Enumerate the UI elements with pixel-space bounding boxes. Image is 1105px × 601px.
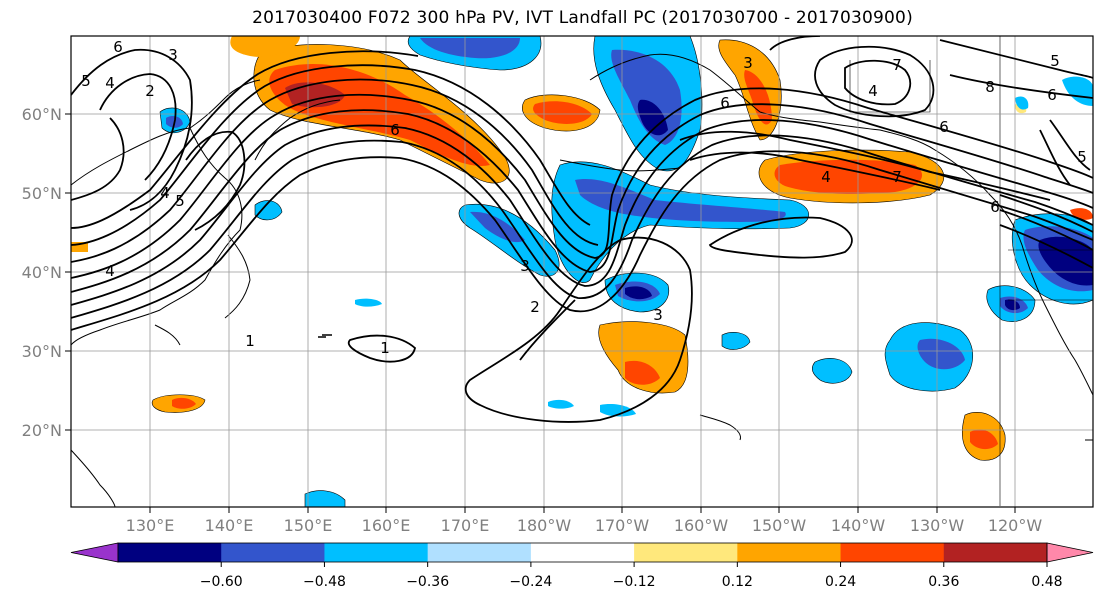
contour-label: 5 — [175, 192, 185, 210]
lon-label: 160°W — [674, 516, 729, 535]
contour-label: 3 — [653, 306, 663, 324]
colorbar-segment — [840, 543, 945, 562]
contour-label: 4 — [160, 184, 170, 202]
lon-label: 140°E — [205, 516, 254, 535]
contour-label: 4 — [868, 82, 878, 100]
colorbar-tick-label: 0.48 — [1031, 574, 1062, 590]
contour-label: 3 — [520, 257, 530, 275]
contour-label: 1 — [380, 339, 390, 357]
colorbar-tick-label: −0.48 — [303, 574, 346, 590]
contour-label: 8 — [985, 78, 995, 96]
colorbar-tick-label: 0.12 — [722, 574, 753, 590]
colorbar — [70, 542, 1094, 563]
colorbar-segment — [118, 543, 222, 562]
latitude-label-group: 20°N 30°N 40°N 50°N 60°N — [22, 105, 71, 440]
contour-label: 7 — [892, 168, 902, 186]
colorbar-tick-label: −0.36 — [406, 574, 449, 590]
contour-label: 4 — [105, 262, 115, 280]
lon-label: 160°E — [362, 516, 411, 535]
contour-label: 2 — [530, 298, 540, 316]
colorbar-extend-left — [70, 542, 119, 563]
lon-label: 150°E — [284, 516, 333, 535]
colorbar-tick-label: −0.12 — [613, 574, 656, 590]
ivt-contours — [71, 36, 1093, 423]
colorbar-segment — [634, 543, 738, 562]
contour-label: 6 — [113, 38, 123, 56]
contour-label: 4 — [105, 74, 115, 92]
lat-label: 40°N — [22, 263, 62, 282]
lon-label: 150°W — [752, 516, 807, 535]
colorbar-tick-label: −0.24 — [509, 574, 552, 590]
contour-label: 4 — [821, 168, 831, 186]
contour-label: 7 — [892, 56, 902, 74]
colorbar-segment — [530, 543, 635, 562]
colorbar-tick-labels: −0.60 −0.48 −0.36 −0.24 −0.12 0.12 0.24 0.36 0.4… — [200, 562, 1063, 590]
colorbar-segment — [427, 543, 532, 562]
colorbar-extend-right — [1046, 542, 1094, 563]
contour-label: 6 — [939, 118, 949, 136]
contour-label: 2 — [145, 82, 155, 100]
contour-label: 5 — [1077, 148, 1087, 166]
lon-label: 130°E — [126, 516, 175, 535]
colorbar-tick-label: 0.36 — [928, 574, 959, 590]
colorbar-segment — [324, 543, 429, 562]
colorbar-outline — [117, 542, 1048, 563]
contour-label: 6 — [990, 198, 1000, 216]
lat-label: 30°N — [22, 342, 62, 361]
contour-label: 6 — [390, 121, 400, 139]
contour-label: 3 — [743, 54, 753, 72]
contour-label: 3 — [168, 46, 178, 64]
gridlines — [71, 36, 1093, 507]
colorbar-tick-label: −0.60 — [200, 574, 243, 590]
lon-label: 170°E — [441, 516, 490, 535]
contour-label: 1 — [245, 332, 255, 350]
contour-label: 5 — [81, 72, 91, 90]
lat-label: 50°N — [22, 184, 62, 203]
colorbar-segment — [943, 543, 1048, 562]
contour-label: 6 — [1047, 86, 1057, 104]
lon-label: 130°W — [910, 516, 965, 535]
longitude-label-group: 130°E 140°E 150°E 160°E 170°E 180°W 170°W 160°W… — [126, 507, 1043, 535]
colorbar-segment — [221, 543, 325, 562]
lon-label: 120°W — [988, 516, 1043, 535]
lon-label: 140°W — [831, 516, 886, 535]
lon-label: 170°W — [595, 516, 650, 535]
lon-label: 180°W — [517, 516, 572, 535]
colorbar-segment — [737, 543, 842, 562]
map-title: 2017030400 F072 300 hPa PV, IVT Landfall… — [252, 8, 913, 28]
contour-label: 5 — [1050, 52, 1060, 70]
pv-anomaly-fill — [71, 36, 1093, 507]
lat-label: 20°N — [22, 421, 62, 440]
colorbar-tick-label: 0.24 — [825, 574, 856, 590]
lat-label: 60°N — [22, 105, 62, 124]
contour-label: 6 — [720, 94, 730, 112]
coastlines — [71, 36, 1093, 507]
